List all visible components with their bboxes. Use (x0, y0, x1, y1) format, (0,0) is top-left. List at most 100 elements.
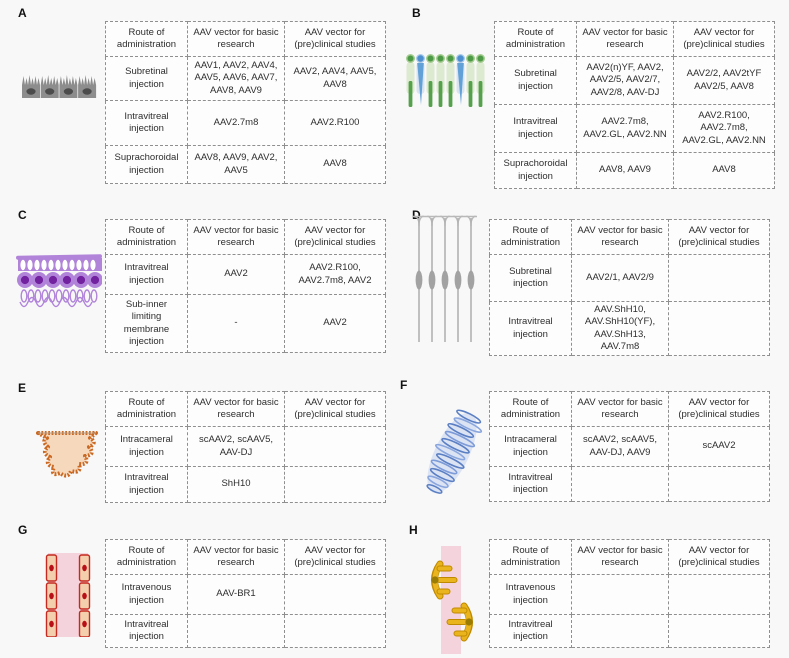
basic-cell (187, 614, 285, 648)
table-row: Intravitreal injection AAV2.7m8 AAV2.R10… (105, 100, 386, 146)
panel-label: F (400, 378, 408, 392)
col-header-clinical: AAV vector for (pre)clinical studies (673, 21, 775, 57)
route-cell: Subretinal injection (494, 56, 577, 105)
aav-table: Route of administration AAV vector for b… (489, 539, 770, 648)
col-header-clinical: AAV vector for (pre)clinical studies (668, 219, 770, 255)
clinical-cell: AAV8 (284, 145, 386, 184)
table-header-row: Route of administration AAV vector for b… (105, 539, 386, 575)
clinical-cell (284, 574, 386, 615)
table-row: Intracameral injection scAAV2, scAAV5, A… (105, 426, 386, 467)
table-row: Intravitreal injection (105, 614, 386, 648)
table-header-row: Route of administration AAV vector for b… (489, 391, 770, 427)
col-header-route: Route of administration (105, 539, 188, 575)
table-row: Subretinal injection AAV2(n)YF, AAV2, AA… (494, 56, 775, 105)
clinical-cell: AAV2.R100, AAV2.7m8, AAV2.GL, AAV2.NN (673, 104, 775, 153)
clinical-cell (668, 300, 770, 357)
col-header-basic: AAV vector for basic research (187, 21, 285, 57)
route-cell: Intravitreal injection (105, 100, 188, 146)
clinical-cell: AAV2 (284, 294, 386, 353)
route-cell: Intravitreal injection (105, 254, 188, 295)
vascular-endothelial-cells-illustration (40, 553, 96, 638)
table-row: Subretinal injection AAV1, AAV2, AAV4, A… (105, 56, 386, 101)
col-header-clinical: AAV vector for (pre)clinical studies (284, 21, 386, 57)
col-header-clinical: AAV vector for (pre)clinical studies (284, 539, 386, 575)
panel-label: D (412, 208, 421, 222)
table-row: Intravitreal injection AAV2 AAV2.R100, A… (105, 254, 386, 295)
basic-cell: AAV-BR1 (187, 574, 285, 615)
route-cell: Intracameral injection (489, 426, 572, 467)
table-row: Intravitreal injection ShH10 (105, 466, 386, 503)
clinical-cell: AAV2.R100 (284, 100, 386, 146)
basic-cell: scAAV2, scAAV5, AAV-DJ, AAV9 (571, 426, 669, 467)
col-header-basic: AAV vector for basic research (187, 391, 285, 427)
table-header-row: Route of administration AAV vector for b… (489, 219, 770, 255)
table-row: Suprachoroidal injection AAV8, AAV9 AAV8 (494, 152, 775, 189)
route-cell: Intravitreal injection (105, 466, 188, 503)
table-row: Intracameral injection scAAV2, scAAV5, A… (489, 426, 770, 467)
clinical-cell (284, 466, 386, 503)
basic-cell: AAV8, AAV9, AAV2, AAV5 (187, 145, 285, 184)
route-cell: Subretinal injection (105, 56, 188, 101)
clinical-cell: scAAV2 (668, 426, 770, 467)
basic-cell: ShH10 (187, 466, 285, 503)
table-header-row: Route of administration AAV vector for b… (105, 391, 386, 427)
panel-G: G Route of administration AAV vector for… (0, 520, 394, 658)
col-header-route: Route of administration (105, 391, 188, 427)
panel-label: H (409, 523, 418, 537)
table-row: Intravenous injection AAV-BR1 (105, 574, 386, 615)
route-cell: Intravitreal injection (494, 104, 577, 153)
clinical-cell (668, 466, 770, 502)
aav-table: Route of administration AAV vector for b… (105, 21, 386, 184)
clinical-cell: AAV8 (673, 152, 775, 189)
basic-cell: scAAV2, scAAV5, AAV-DJ (187, 426, 285, 467)
basic-cell: AAV.ShH10, AAV.ShH10(YF), AAV.ShH13, AAV… (571, 300, 669, 357)
basic-cell: AAV2(n)YF, AAV2, AAV2/5, AAV2/7, AAV2/8,… (576, 56, 674, 105)
col-header-clinical: AAV vector for (pre)clinical studies (284, 391, 386, 427)
panel-C: C (0, 200, 394, 375)
table-row: Intravitreal injection (489, 614, 770, 648)
panel-label: C (18, 208, 27, 222)
clinical-cell: AAV2, AAV4, AAV5, AAV8 (284, 56, 386, 101)
table-row: Suprachoroidal injection AAV8, AAV9, AAV… (105, 145, 386, 184)
panel-B: B (394, 0, 789, 200)
aav-table: Route of administration AAV vector for b… (105, 219, 386, 353)
panel-D: D Route of administration AAV vector for… (394, 200, 789, 375)
aav-table: Route of administration AAV vector for b… (494, 21, 775, 189)
col-header-basic: AAV vector for basic research (187, 539, 285, 575)
table-header-row: Route of administration AAV vector for b… (489, 539, 770, 575)
col-header-basic: AAV vector for basic research (576, 21, 674, 57)
panel-H: H (394, 520, 789, 658)
table-row: Intravitreal injection (489, 466, 770, 502)
bipolar-cells-illustration (10, 254, 103, 314)
route-cell: Suprachoroidal injection (105, 145, 188, 184)
basic-cell (571, 614, 669, 648)
trabecular-meshwork-illustration (416, 405, 488, 501)
panel-label: B (412, 6, 421, 20)
panel-E: E Route of administration AAV vector for… (0, 375, 394, 520)
muller-cells-illustration (413, 214, 477, 344)
col-header-clinical: AAV vector for (pre)clinical studies (668, 391, 770, 427)
basic-cell (571, 574, 669, 615)
route-cell: Intracameral injection (105, 426, 188, 467)
basic-cell (571, 466, 669, 502)
table-row: Sub-inner limiting membrane injection - … (105, 294, 386, 353)
table-header-row: Route of administration AAV vector for b… (494, 21, 775, 57)
clinical-cell: AAV2/2, AAV2tYF AAV2/5, AAV8 (673, 56, 775, 105)
aav-table: Route of administration AAV vector for b… (105, 539, 386, 648)
panel-F: F (394, 375, 789, 520)
aav-table: Route of administration AAV vector for b… (105, 391, 386, 503)
photoreceptor-rods-and-cones-illustration (406, 53, 486, 111)
table-row: Intravitreal injection AAV.ShH10, AAV.Sh… (489, 300, 770, 357)
col-header-basic: AAV vector for basic research (571, 219, 669, 255)
pericytes-illustration (426, 544, 478, 656)
route-cell: Intravenous injection (489, 574, 572, 615)
basic-cell: AAV2.7m8, AAV2.GL, AAV2.NN (576, 104, 674, 153)
basic-cell: AAV2.7m8 (187, 100, 285, 146)
table-header-row: Route of administration AAV vector for b… (105, 21, 386, 57)
retinal-pigment-epithelium-cells-illustration (22, 72, 97, 99)
route-cell: Intravitreal injection (105, 614, 188, 648)
col-header-route: Route of administration (489, 219, 572, 255)
table-row: Intravenous injection (489, 574, 770, 615)
basic-cell: AAV1, AAV2, AAV4, AAV5, AAV6, AAV7, AAV8… (187, 56, 285, 101)
